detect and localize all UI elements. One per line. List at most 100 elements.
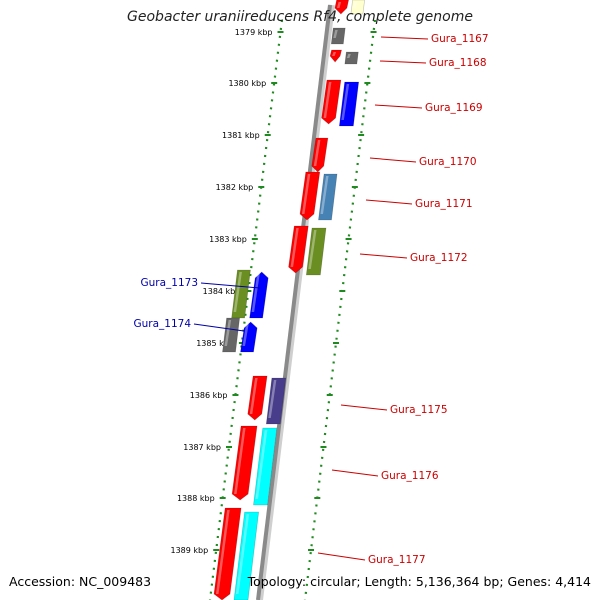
gene-block[interactable] xyxy=(330,27,346,45)
ruler-tick-label: 1387 kbp xyxy=(183,443,221,452)
ruler-tick-label: 1388 kbp xyxy=(177,494,215,503)
gene-shape[interactable] xyxy=(330,27,346,45)
gene-highlight xyxy=(320,176,329,214)
gene-block[interactable] xyxy=(350,0,365,15)
gene-shape[interactable] xyxy=(213,507,242,600)
gene-label-gura_1168[interactable]: Gura_1168 xyxy=(379,57,487,69)
gene-highlight xyxy=(336,2,342,8)
genome-backbone xyxy=(256,4,332,600)
gene-block[interactable] xyxy=(247,375,268,421)
gene-label-text[interactable]: Gura_1170 xyxy=(419,156,477,168)
gene-label-text[interactable]: Gura_1176 xyxy=(381,470,439,482)
gene-highlight xyxy=(290,228,299,267)
ruler-tick-label: 1379 kbp xyxy=(235,28,273,37)
gene-label-text[interactable]: Gura_1167 xyxy=(431,33,489,45)
accession-text: Accession: NC_009483 xyxy=(9,574,152,589)
gene-label-text[interactable]: Gura_1168 xyxy=(429,57,487,69)
gene-block[interactable] xyxy=(213,507,242,600)
ruler-tick-label: 1389 kbp xyxy=(171,546,209,555)
label-leader-line xyxy=(200,282,261,289)
gene-block[interactable] xyxy=(311,137,329,173)
label-leader-line xyxy=(379,60,427,64)
gene-block[interactable] xyxy=(231,425,258,501)
gene-label-gura_1172[interactable]: Gura_1172 xyxy=(359,252,468,264)
gene-label-text[interactable]: Gura_1173 xyxy=(140,277,198,289)
ruler-dotted-line-right xyxy=(303,19,377,600)
ruler-dotted-line xyxy=(208,19,284,600)
ruler: 1379 kbp 1380 kbp 1381 kbp 1382 kbp 1383 kbp… xyxy=(171,19,284,600)
gene-shape[interactable] xyxy=(350,0,365,15)
gene-shape[interactable] xyxy=(288,225,309,274)
genome-summary-text: Topology: circular; Length: 5,136,364 bp… xyxy=(247,574,591,589)
label-leader-line xyxy=(193,323,245,332)
label-leader-line xyxy=(331,469,379,477)
gene-label-gura_1177[interactable]: Gura_1177 xyxy=(317,552,426,566)
gene-label-gura_1173[interactable]: Gura_1173 xyxy=(140,277,261,289)
gene-block[interactable] xyxy=(318,173,338,221)
gene-block[interactable] xyxy=(299,171,321,221)
gene-shape[interactable] xyxy=(249,271,269,319)
gene-shape[interactable] xyxy=(231,425,258,501)
gene-block[interactable] xyxy=(344,51,359,65)
ruler-tick-label: 1382 kbp xyxy=(216,183,254,192)
gene-label-text[interactable]: Gura_1172 xyxy=(410,252,468,264)
gene-block[interactable] xyxy=(288,225,309,274)
gene-highlight xyxy=(251,274,260,312)
gene-shape[interactable] xyxy=(240,321,258,353)
gene-shape[interactable] xyxy=(339,81,360,127)
gene-label-text[interactable]: Gura_1171 xyxy=(415,198,473,210)
gene-shape[interactable] xyxy=(344,51,359,65)
gene-block[interactable] xyxy=(321,79,342,125)
gene-block[interactable] xyxy=(240,321,258,353)
gene-label-gura_1175[interactable]: Gura_1175 xyxy=(340,404,448,416)
gene-highlight xyxy=(333,30,338,38)
label-leader-line xyxy=(359,253,408,259)
gene-shape[interactable] xyxy=(222,317,240,353)
gene-label-gura_1167[interactable]: Gura_1167 xyxy=(380,33,489,45)
gene-block[interactable] xyxy=(233,511,259,600)
gene-block[interactable] xyxy=(329,49,342,63)
ruler-tick-label: 1380 kbp xyxy=(228,79,266,88)
gene-highlight xyxy=(341,84,350,120)
gene-highlight xyxy=(346,54,351,58)
gene-shape[interactable] xyxy=(231,269,251,319)
gene-shape[interactable] xyxy=(334,0,349,15)
gene-shape[interactable] xyxy=(311,137,329,173)
gene-label-gura_1169[interactable]: Gura_1169 xyxy=(374,102,483,114)
gene-shape[interactable] xyxy=(247,375,268,421)
gene-block[interactable] xyxy=(222,317,240,353)
gene-shape[interactable] xyxy=(299,171,321,221)
gene-shape[interactable] xyxy=(253,427,278,506)
label-leader-line xyxy=(369,157,417,163)
gene-block[interactable] xyxy=(253,427,278,506)
gene-shape[interactable] xyxy=(321,79,342,125)
gene-block[interactable] xyxy=(249,271,269,319)
gene-shape[interactable] xyxy=(329,49,342,63)
gene-label-text[interactable]: Gura_1169 xyxy=(425,102,483,114)
gene-label-text[interactable]: Gura_1175 xyxy=(390,404,448,416)
gene-label-gura_1171[interactable]: Gura_1171 xyxy=(365,198,473,210)
gene-label-text[interactable]: Gura_1177 xyxy=(368,554,426,566)
gene-label-gura_1170[interactable]: Gura_1170 xyxy=(369,156,477,168)
gene-label-gura_1176[interactable]: Gura_1176 xyxy=(331,469,439,482)
ruler-tick-label: 1383 kbp xyxy=(209,235,247,244)
gene-highlight xyxy=(308,230,317,269)
ruler-tick-label: 1381 kbp xyxy=(222,131,260,140)
gene-block[interactable] xyxy=(305,227,327,276)
gene-label-text[interactable]: Gura_1174 xyxy=(133,318,191,330)
gene-shape[interactable] xyxy=(318,173,338,221)
gene-block[interactable] xyxy=(334,0,349,15)
gene-label-gura_1174[interactable]: Gura_1174 xyxy=(133,318,245,332)
gene-shape[interactable] xyxy=(265,377,287,425)
gene-block[interactable] xyxy=(231,269,251,319)
gene-highlight xyxy=(242,324,249,346)
gene-highlight xyxy=(249,378,258,414)
gene-block[interactable] xyxy=(339,81,360,127)
gene-highlight xyxy=(233,272,242,312)
gene-shape[interactable] xyxy=(305,227,327,276)
gene-highlight xyxy=(352,2,358,8)
gene-highlight xyxy=(301,174,311,214)
gene-block[interactable] xyxy=(265,377,287,425)
gene-shape[interactable] xyxy=(233,511,259,600)
